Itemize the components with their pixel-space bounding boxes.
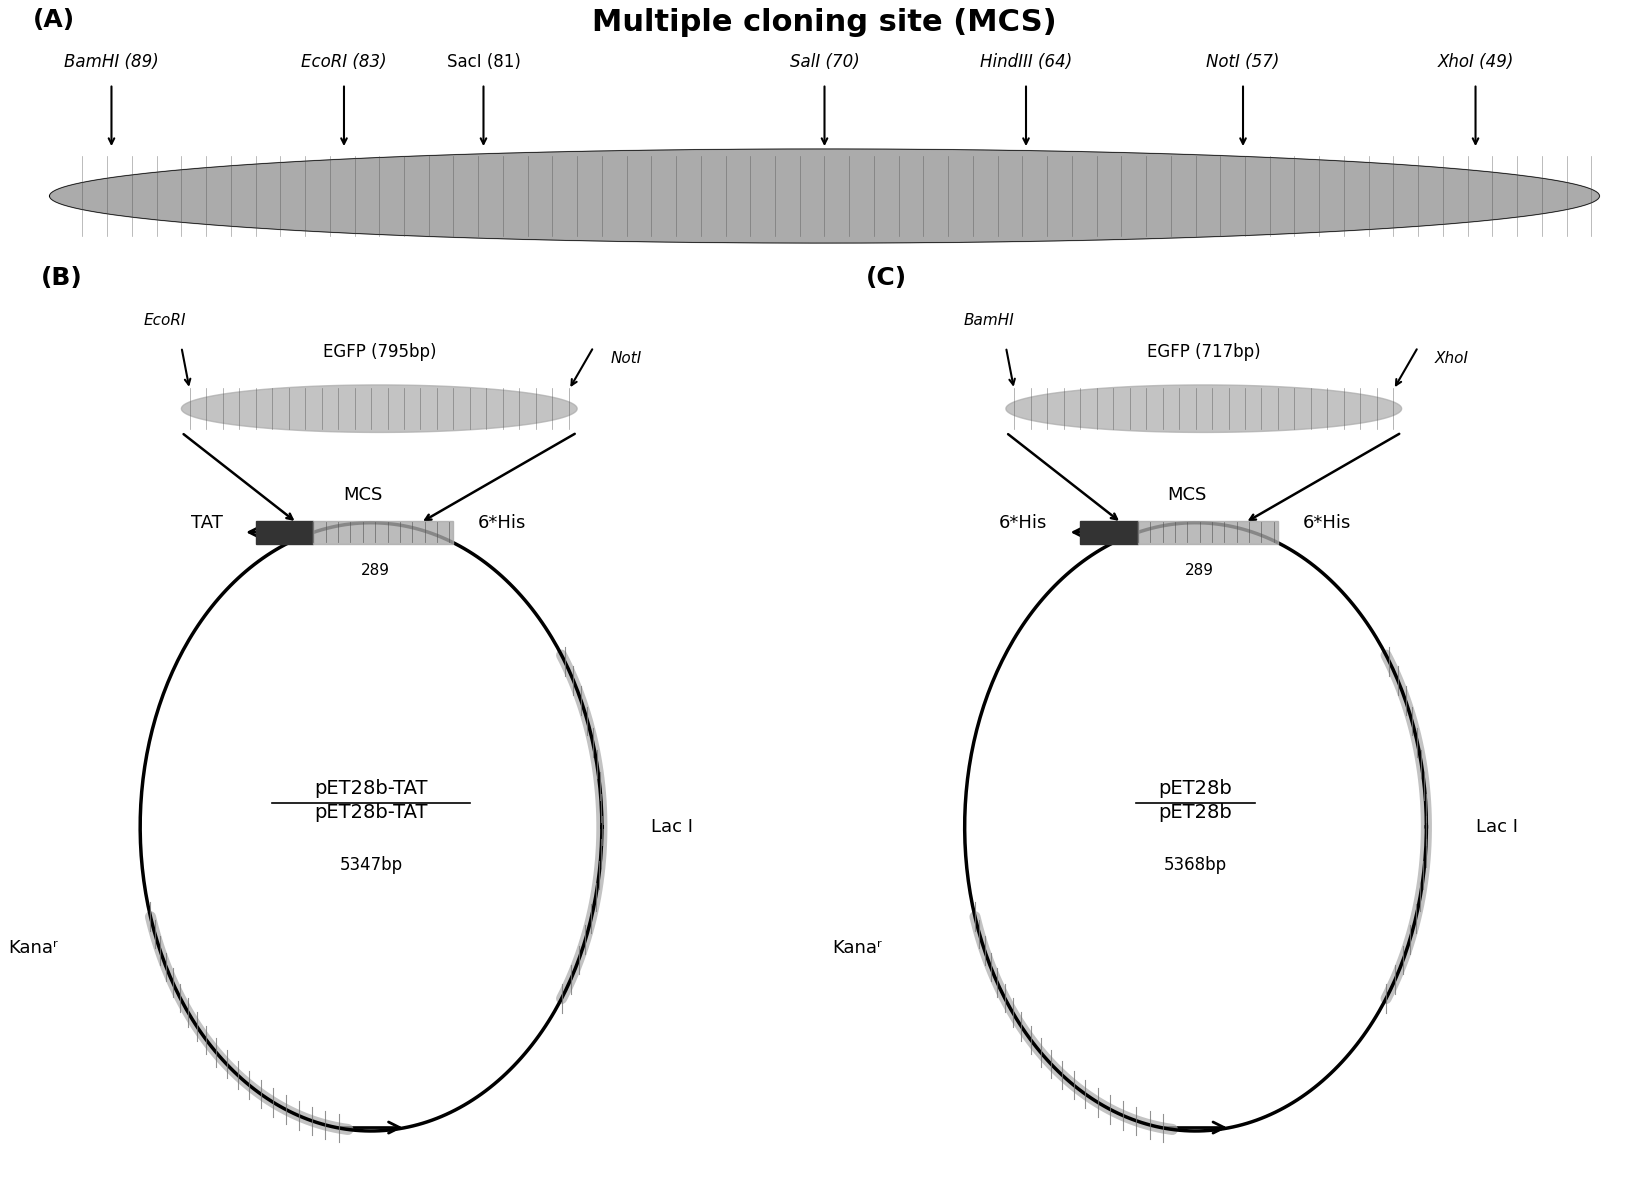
Text: pET28b: pET28b [1159, 803, 1231, 822]
Text: 5368bp: 5368bp [1163, 855, 1226, 874]
Text: Lac I: Lac I [1475, 817, 1516, 836]
Text: Kanaʳ: Kanaʳ [8, 940, 58, 958]
Text: 289: 289 [361, 563, 389, 577]
Text: 6*His: 6*His [1302, 513, 1350, 532]
Text: (A): (A) [33, 8, 76, 32]
Text: HindIII (64): HindIII (64) [979, 52, 1071, 70]
Text: 5347bp: 5347bp [339, 855, 402, 874]
Text: Multiple cloning site (MCS): Multiple cloning site (MCS) [592, 8, 1056, 37]
Text: (C): (C) [865, 266, 906, 290]
Text: EGFP (795bp): EGFP (795bp) [323, 343, 435, 361]
Text: EcoRI (83): EcoRI (83) [302, 52, 387, 70]
Text: MCS: MCS [1167, 486, 1206, 504]
Text: 289: 289 [1185, 563, 1213, 577]
Text: Lac I: Lac I [651, 817, 692, 836]
Text: XhoI: XhoI [1434, 350, 1468, 366]
Polygon shape [181, 385, 577, 432]
Text: EcoRI: EcoRI [143, 312, 186, 328]
Text: 6*His: 6*His [999, 513, 1046, 532]
Text: pET28b-TAT: pET28b-TAT [315, 803, 427, 822]
Text: SacI (81): SacI (81) [447, 52, 521, 70]
Text: BamHI (89): BamHI (89) [64, 52, 158, 70]
Polygon shape [313, 520, 453, 544]
Polygon shape [255, 520, 313, 544]
Text: MCS: MCS [343, 486, 382, 504]
Text: pET28b: pET28b [1159, 779, 1231, 798]
Text: NotI: NotI [610, 350, 641, 366]
Text: SalI (70): SalI (70) [789, 52, 859, 70]
Text: 6*His: 6*His [478, 513, 526, 532]
Text: NotI (57): NotI (57) [1206, 52, 1279, 70]
Text: BamHI: BamHI [964, 312, 1014, 328]
Polygon shape [1005, 385, 1401, 432]
Polygon shape [1079, 520, 1137, 544]
Text: TAT: TAT [191, 513, 222, 532]
Text: XhoI (49): XhoI (49) [1437, 52, 1513, 70]
Text: (B): (B) [41, 266, 82, 290]
Text: pET28b-TAT: pET28b-TAT [315, 779, 427, 798]
Polygon shape [1137, 520, 1277, 544]
Text: EGFP (717bp): EGFP (717bp) [1147, 343, 1259, 361]
Polygon shape [49, 148, 1599, 244]
Text: Kanaʳ: Kanaʳ [832, 940, 882, 958]
